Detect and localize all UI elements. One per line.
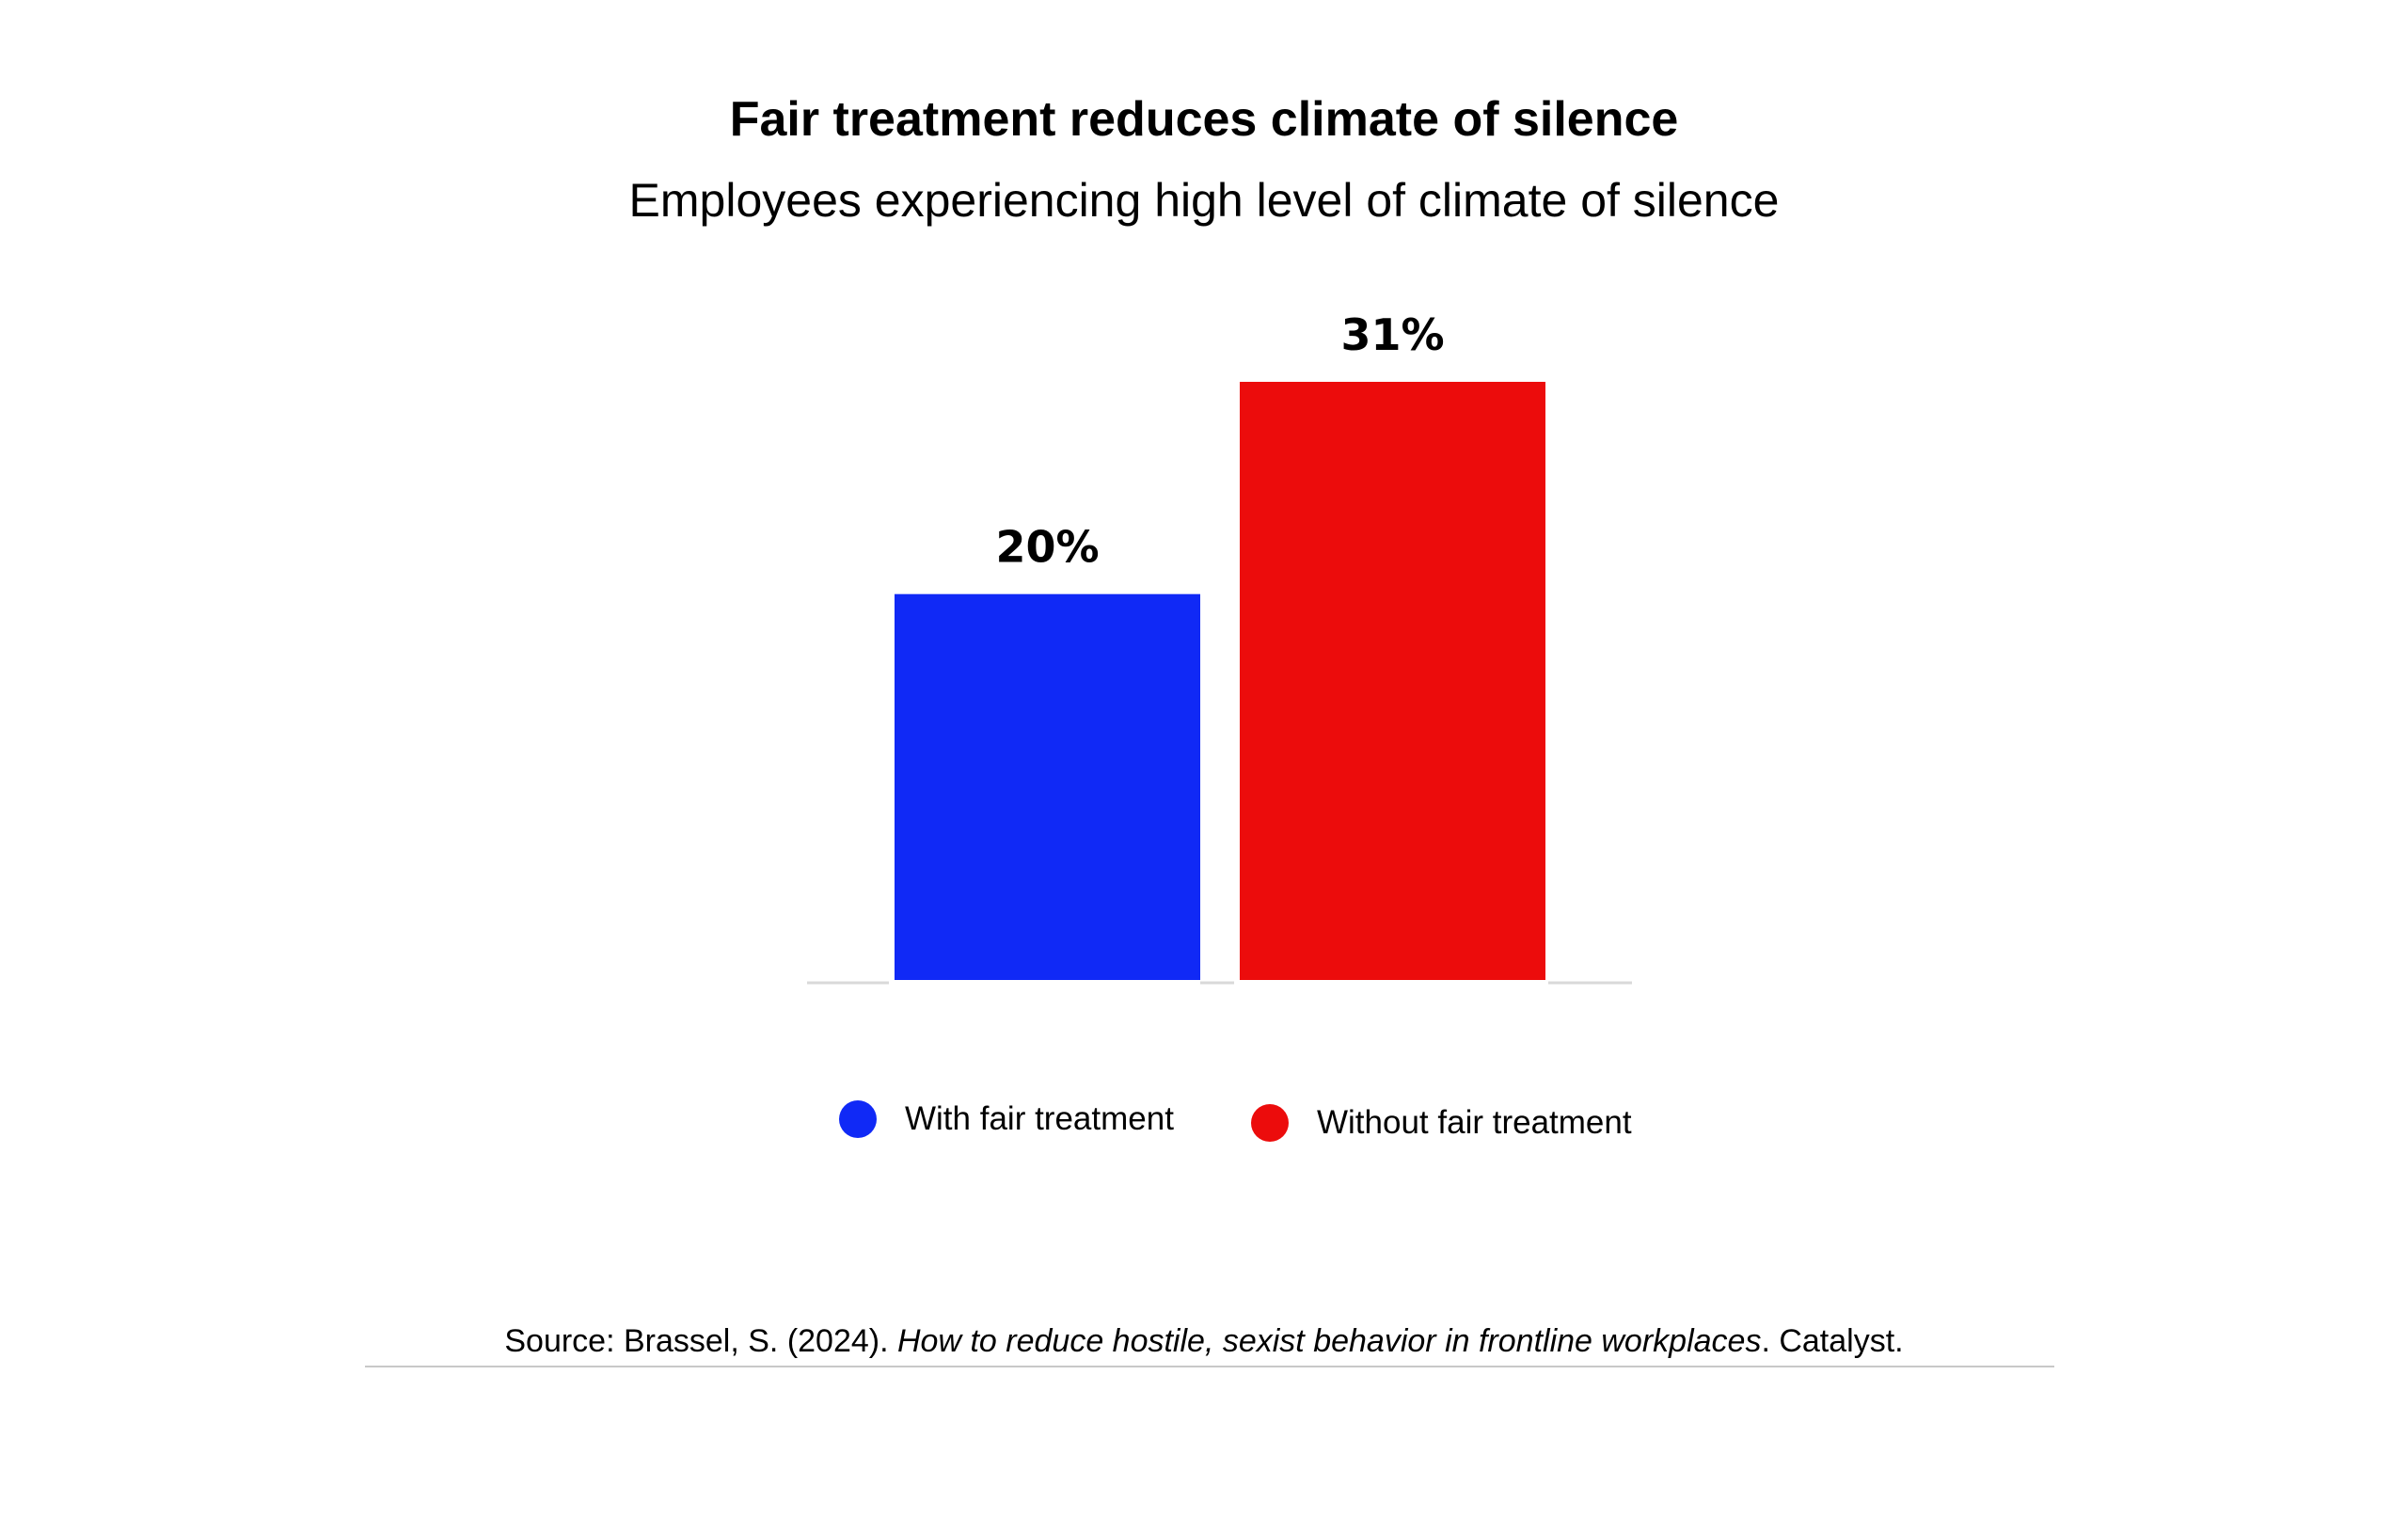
legend-label-without-fair-treatment: Without fair treatment (1317, 1104, 1632, 1141)
legend-item-without-fair-treatment: Without fair treatment (1251, 1095, 1632, 1151)
chart-subtitle: Employees experiencing high level of cli… (628, 174, 1780, 227)
legend-swatch-red (1251, 1104, 1289, 1142)
legend: With fair treatment Without fair treatme… (0, 1091, 2408, 1147)
source-prefix: Source: Brassel, S. (2024). (504, 1323, 897, 1359)
chart-title: Fair treatment reduces climate of silenc… (729, 92, 1679, 147)
bar-without-fair-treatment (1240, 382, 1545, 980)
source-citation: Source: Brassel, S. (2024). How to reduc… (0, 1315, 2408, 1367)
bars-group: 20% 31% (895, 309, 1545, 980)
legend-swatch-blue (839, 1100, 877, 1138)
data-label-without-fair-treatment: 31% (1340, 309, 1444, 360)
source-title: How to reduce hostile, sexist behavior i… (897, 1323, 1762, 1359)
legend-item-with-fair-treatment: With fair treatment (839, 1091, 1174, 1147)
legend-label-with-fair-treatment: With fair treatment (905, 1100, 1174, 1137)
source-suffix: . Catalyst. (1761, 1323, 1904, 1359)
data-label-with-fair-treatment: 20% (995, 522, 1099, 573)
source-divider (365, 1366, 2054, 1367)
bar-with-fair-treatment (895, 593, 1200, 980)
